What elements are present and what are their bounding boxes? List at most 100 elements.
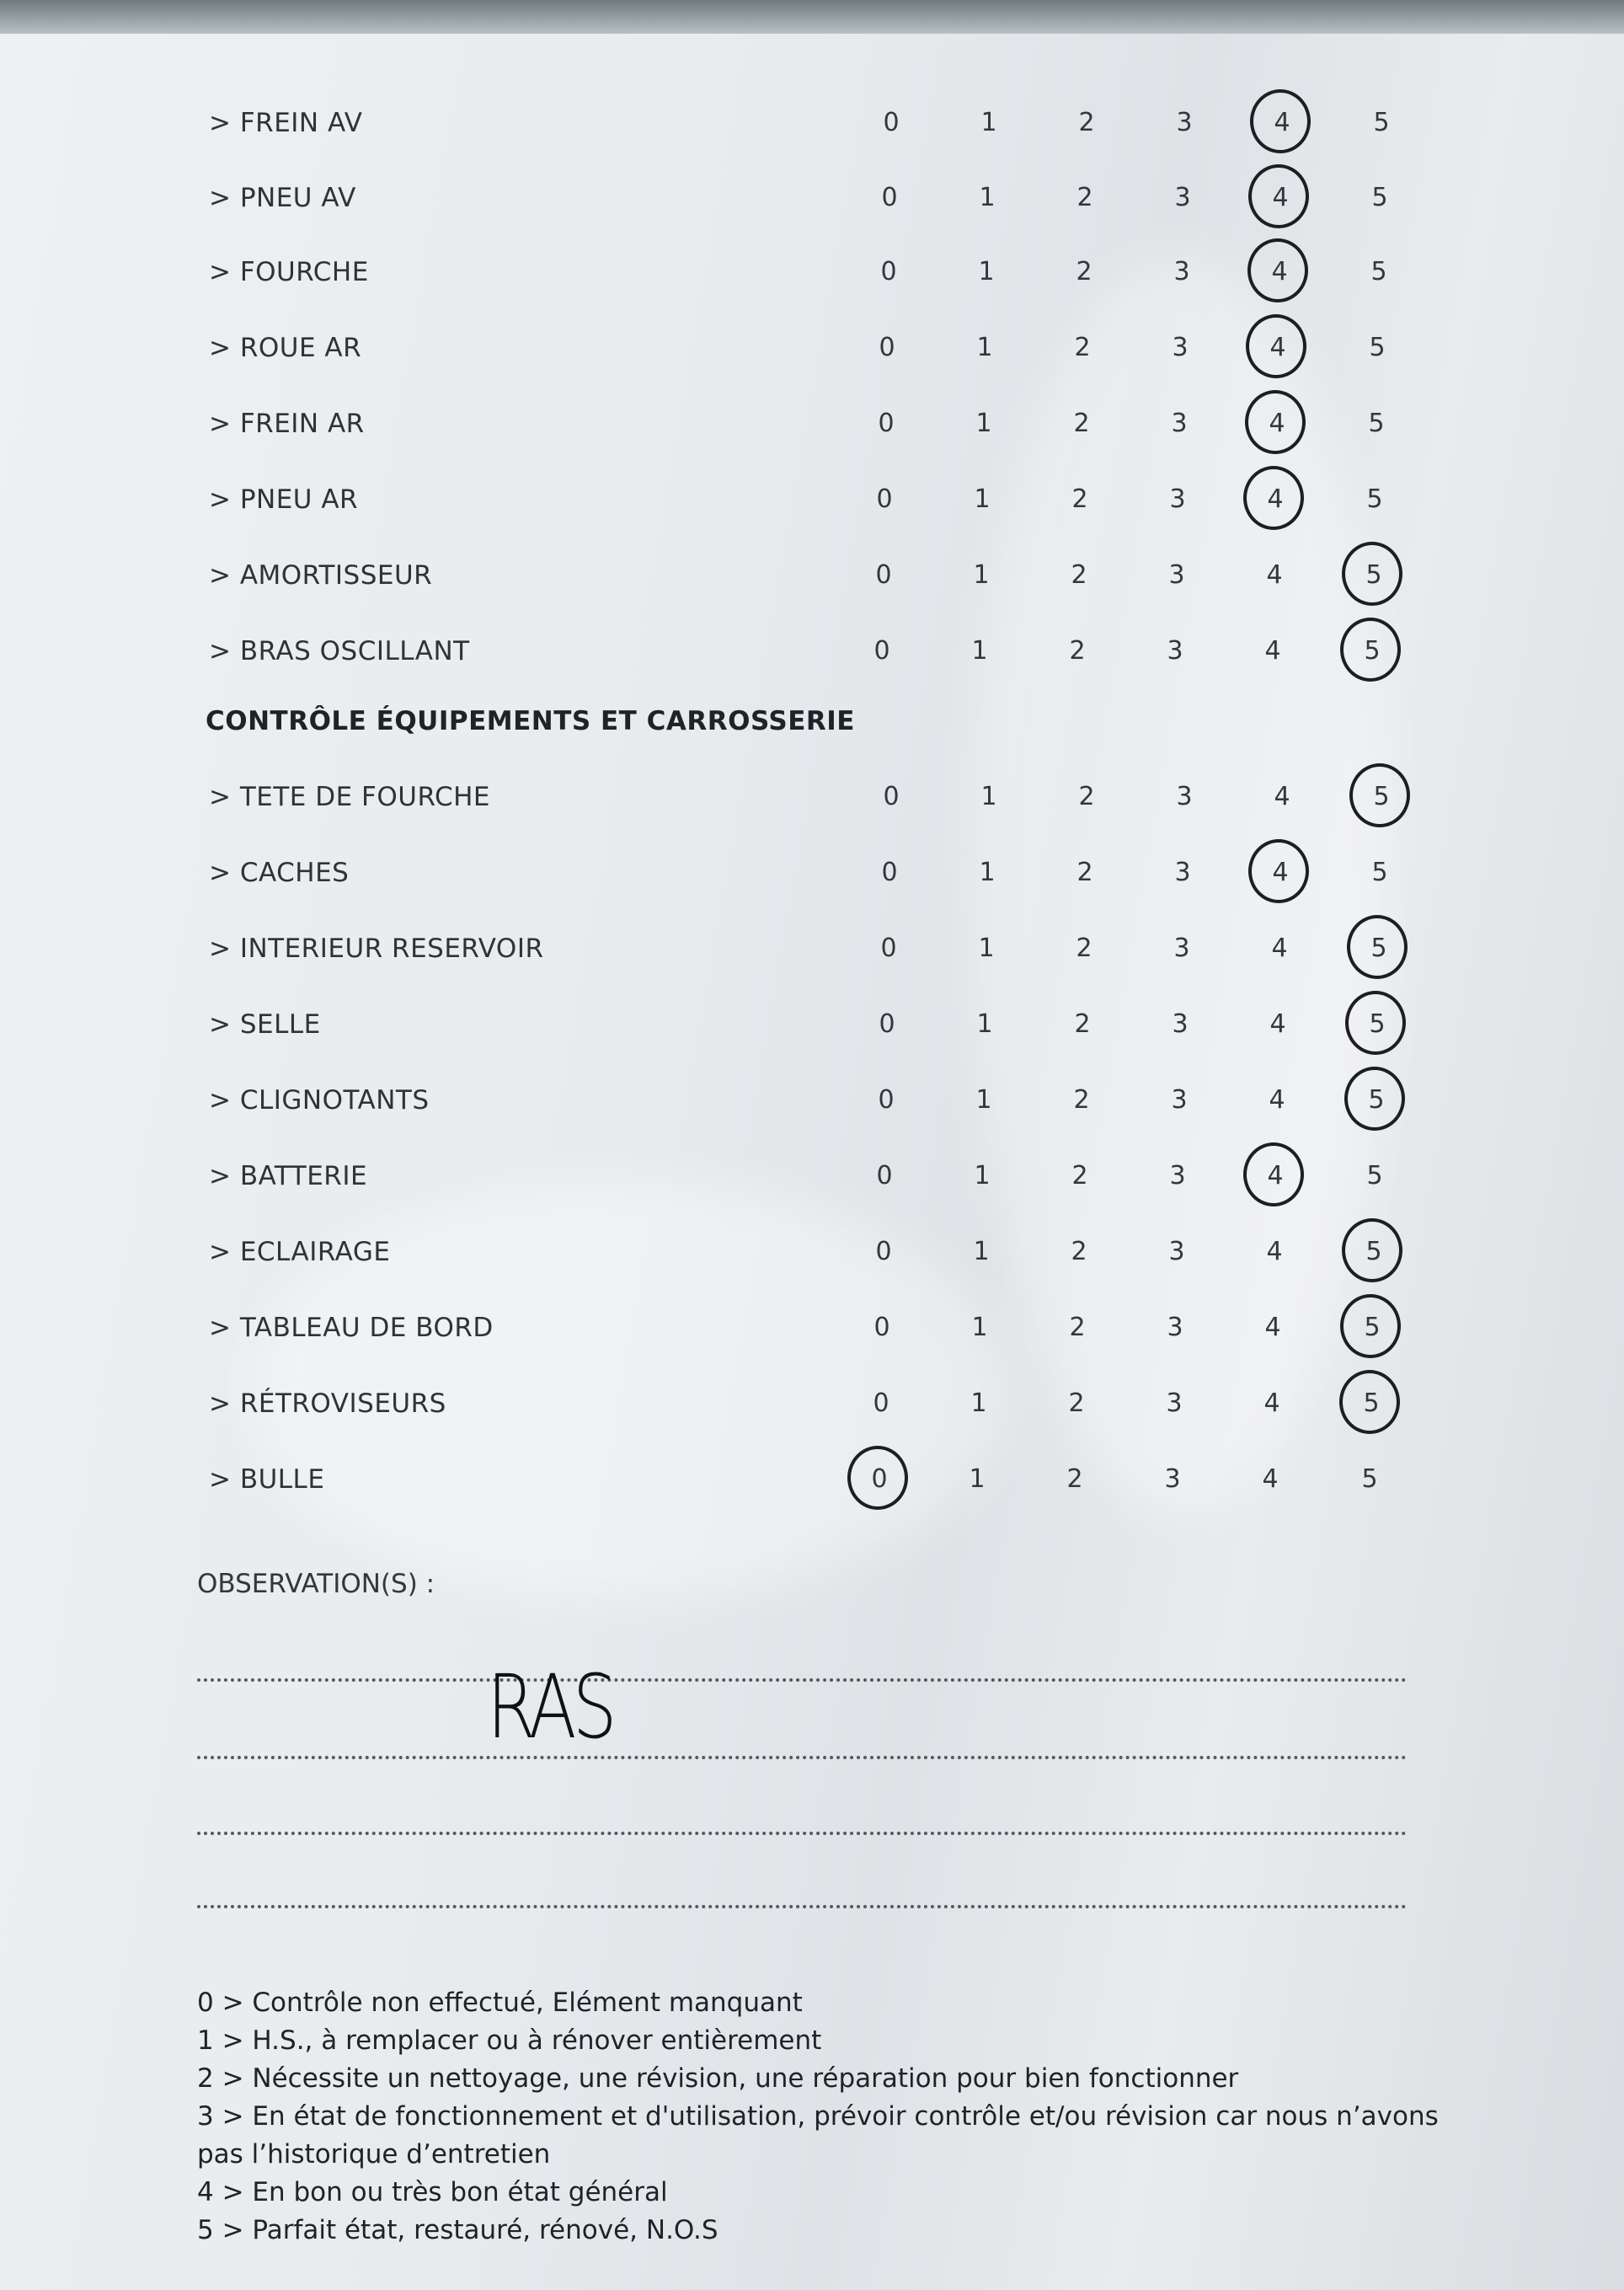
rating-option-0[interactable]: 0 [857, 1303, 907, 1353]
rating-option-1[interactable]: 1 [954, 1378, 1004, 1429]
rating-option-1[interactable]: 1 [957, 1151, 1007, 1201]
rating-option-3[interactable]: 3 [1152, 1151, 1203, 1201]
rating-option-3[interactable]: 3 [1147, 1454, 1198, 1505]
rating-option-3[interactable]: 3 [1150, 626, 1200, 677]
rating-option-3[interactable]: 3 [1157, 923, 1207, 974]
rating-option-3[interactable]: 3 [1152, 474, 1203, 525]
rating-option-3[interactable]: 3 [1151, 550, 1202, 601]
rating-option-0[interactable]: 0 [858, 1227, 909, 1277]
rating-option-4[interactable]: 4 [1245, 1454, 1295, 1505]
rating-option-4[interactable]: 4 [1246, 314, 1306, 378]
rating-option-5[interactable]: 5 [1349, 763, 1410, 827]
rating-option-3[interactable]: 3 [1149, 1378, 1199, 1429]
rating-option-3[interactable]: 3 [1157, 247, 1207, 297]
rating-option-1[interactable]: 1 [957, 474, 1007, 525]
rating-option-1[interactable]: 1 [959, 1075, 1009, 1126]
rating-option-0[interactable]: 0 [866, 98, 916, 148]
rating-option-5[interactable]: 5 [1352, 323, 1402, 373]
rating-option-1[interactable]: 1 [954, 626, 1005, 677]
rating-option-0[interactable]: 0 [863, 923, 914, 974]
rating-option-3[interactable]: 3 [1150, 1303, 1200, 1353]
rating-option-3[interactable]: 3 [1155, 999, 1205, 1050]
rating-option-2[interactable]: 2 [1054, 550, 1104, 601]
rating-option-5[interactable]: 5 [1354, 173, 1405, 223]
rating-option-5[interactable]: 5 [1347, 915, 1408, 979]
rating-option-0[interactable]: 0 [866, 772, 916, 822]
rating-option-3[interactable]: 3 [1151, 1227, 1202, 1277]
rating-option-4[interactable]: 4 [1250, 89, 1311, 153]
rating-option-2[interactable]: 2 [1060, 173, 1110, 223]
rating-option-5[interactable]: 5 [1354, 848, 1405, 898]
rating-option-0[interactable]: 0 [864, 848, 915, 898]
rating-option-0[interactable]: 0 [861, 1075, 911, 1126]
rating-option-2[interactable]: 2 [1051, 1378, 1102, 1429]
rating-option-0[interactable]: 0 [857, 626, 907, 677]
rating-option-4[interactable]: 4 [1249, 1227, 1300, 1277]
rating-option-4[interactable]: 4 [1248, 164, 1309, 228]
rating-option-4[interactable]: 4 [1247, 238, 1308, 302]
rating-option-2[interactable]: 2 [1059, 923, 1109, 974]
rating-option-5[interactable]: 5 [1342, 542, 1402, 606]
rating-option-2[interactable]: 2 [1056, 1075, 1107, 1126]
rating-option-0[interactable]: 0 [859, 474, 910, 525]
rating-option-5[interactable]: 5 [1354, 247, 1404, 297]
rating-option-1[interactable]: 1 [961, 923, 1012, 974]
rating-option-4[interactable]: 4 [1243, 466, 1304, 530]
rating-option-1[interactable]: 1 [964, 772, 1014, 822]
observation-line[interactable] [197, 1905, 1407, 1908]
rating-option-1[interactable]: 1 [956, 1227, 1007, 1277]
rating-option-4[interactable]: 4 [1245, 390, 1306, 454]
rating-option-3[interactable]: 3 [1154, 399, 1205, 449]
rating-option-2[interactable]: 2 [1057, 999, 1108, 1050]
rating-option-1[interactable]: 1 [959, 399, 1009, 449]
rating-option-2[interactable]: 2 [1050, 1454, 1100, 1505]
rating-option-2[interactable]: 2 [1060, 848, 1110, 898]
rating-option-4[interactable]: 4 [1243, 1142, 1304, 1207]
rating-option-4[interactable]: 4 [1248, 839, 1309, 903]
rating-option-1[interactable]: 1 [956, 550, 1007, 601]
rating-option-0[interactable]: 0 [847, 1446, 908, 1510]
rating-option-0[interactable]: 0 [863, 247, 914, 297]
rating-option-3[interactable]: 3 [1154, 1075, 1205, 1126]
rating-option-5[interactable]: 5 [1342, 1218, 1402, 1282]
rating-option-0[interactable]: 0 [859, 1151, 910, 1201]
rating-option-2[interactable]: 2 [1055, 1151, 1105, 1201]
rating-option-1[interactable]: 1 [954, 1303, 1005, 1353]
rating-option-2[interactable]: 2 [1056, 399, 1107, 449]
rating-option-0[interactable]: 0 [862, 323, 912, 373]
rating-option-2[interactable]: 2 [1054, 1227, 1104, 1277]
rating-option-5[interactable]: 5 [1351, 399, 1402, 449]
rating-option-4[interactable]: 4 [1247, 1303, 1298, 1353]
rating-option-4[interactable]: 4 [1249, 550, 1300, 601]
observation-line[interactable] [197, 1678, 1407, 1682]
rating-option-1[interactable]: 1 [964, 98, 1014, 148]
rating-option-4[interactable]: 4 [1257, 772, 1307, 822]
rating-option-3[interactable]: 3 [1157, 173, 1208, 223]
rating-option-3[interactable]: 3 [1155, 323, 1205, 373]
rating-option-4[interactable]: 4 [1252, 1075, 1302, 1126]
rating-option-4[interactable]: 4 [1247, 1378, 1297, 1429]
rating-option-0[interactable]: 0 [864, 173, 915, 223]
rating-option-0[interactable]: 0 [856, 1378, 906, 1429]
rating-option-0[interactable]: 0 [861, 399, 911, 449]
rating-option-4[interactable]: 4 [1247, 626, 1298, 677]
rating-option-5[interactable]: 5 [1349, 1151, 1400, 1201]
rating-option-5[interactable]: 5 [1356, 98, 1407, 148]
rating-option-2[interactable]: 2 [1052, 1303, 1103, 1353]
rating-option-3[interactable]: 3 [1157, 848, 1208, 898]
rating-option-1[interactable]: 1 [961, 247, 1012, 297]
rating-option-5[interactable]: 5 [1340, 1294, 1401, 1358]
rating-option-5[interactable]: 5 [1340, 618, 1401, 682]
rating-option-0[interactable]: 0 [858, 550, 909, 601]
rating-option-1[interactable]: 1 [962, 173, 1012, 223]
rating-option-3[interactable]: 3 [1159, 772, 1210, 822]
rating-option-2[interactable]: 2 [1061, 98, 1112, 148]
rating-option-1[interactable]: 1 [952, 1454, 1002, 1505]
rating-option-5[interactable]: 5 [1344, 1067, 1405, 1131]
rating-option-5[interactable]: 5 [1349, 474, 1400, 525]
rating-option-5[interactable]: 5 [1339, 1370, 1400, 1434]
rating-option-2[interactable]: 2 [1059, 247, 1109, 297]
rating-option-2[interactable]: 2 [1052, 626, 1103, 677]
observation-line[interactable] [197, 1756, 1407, 1759]
rating-option-2[interactable]: 2 [1061, 772, 1112, 822]
